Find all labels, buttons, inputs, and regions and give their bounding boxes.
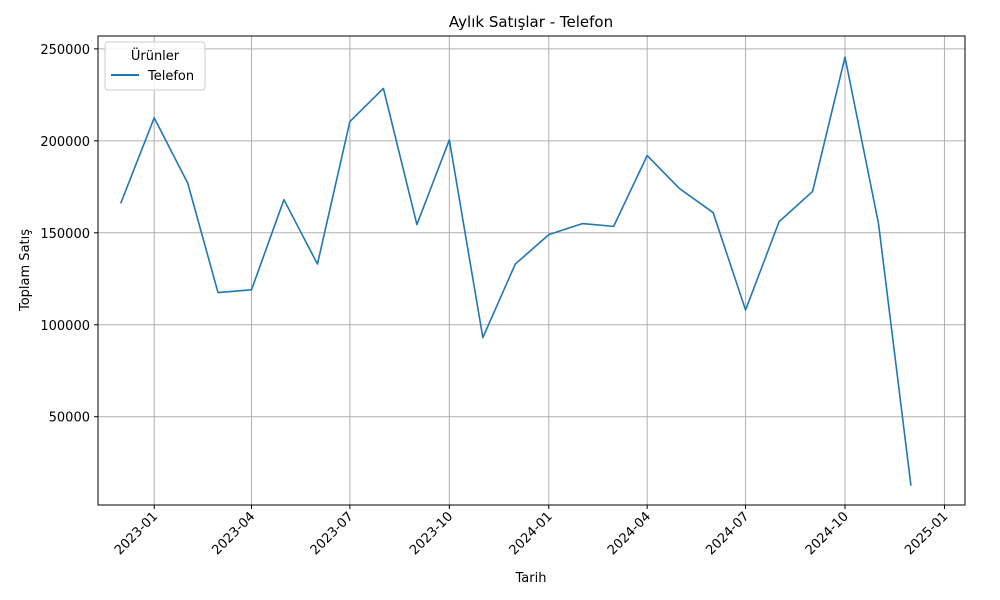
x-axis-label: Tarih [515, 571, 547, 586]
y-tick-label: 250000 [40, 43, 90, 58]
x-tick-label: 2024-07 [703, 509, 752, 558]
legend-box [104, 41, 206, 91]
legend-title: Ürünler [131, 47, 180, 64]
series-line-telefon [119, 56, 912, 486]
plot-frame [97, 35, 966, 506]
x-tick-label: 2023-10 [407, 509, 456, 558]
y-tick-label: 50000 [49, 411, 90, 426]
x-tick-label: 2024-04 [605, 509, 654, 558]
legend: Ürünler Telefon [104, 41, 206, 91]
chart-title: Aylık Satışlar - Telefon [449, 13, 613, 31]
x-tick-label: 2025-01 [902, 509, 951, 558]
x-tick-label: 2023-04 [209, 509, 258, 558]
y-axis-label: Toplam Satış [18, 229, 33, 312]
y-axis: 50000 100000 150000 200000 250000 [40, 43, 98, 426]
x-tick-label: 2023-07 [308, 509, 357, 558]
x-axis: 2023-01 2023-04 2023-07 2023-10 2024-01 2024-… [112, 505, 951, 558]
series-layer [119, 56, 912, 486]
grid [98, 36, 965, 505]
y-tick-label: 200000 [40, 135, 90, 150]
legend-label: Telefon [147, 69, 194, 84]
y-tick-label: 150000 [40, 227, 90, 242]
x-tick-label: 2024-10 [803, 509, 852, 558]
y-tick-label: 100000 [40, 319, 90, 334]
x-tick-label: 2024-01 [507, 509, 556, 558]
x-tick-label: 2023-01 [112, 509, 161, 558]
